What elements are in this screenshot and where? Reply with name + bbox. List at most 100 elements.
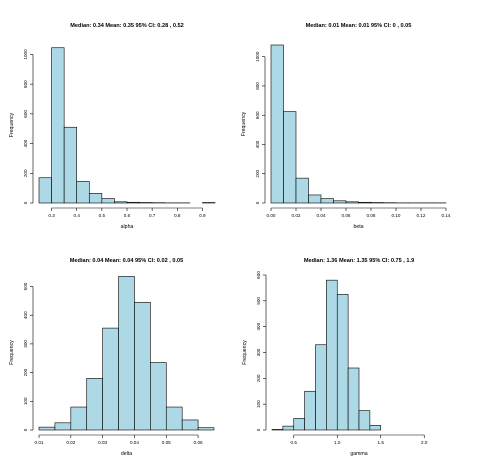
y-tick-label: 0 <box>256 428 261 431</box>
y-tick-label: 400 <box>255 140 260 148</box>
histogram-svg: Median: 0.04 Mean: 0.04 95% CI: 0.02 , 0… <box>0 235 240 470</box>
histogram-bar <box>103 328 119 430</box>
x-tick-label: 0.6 <box>124 213 131 218</box>
histogram-bar <box>296 178 309 203</box>
x-tick-label: 0.14 <box>442 213 451 218</box>
x-tick-label: 2.0 <box>421 440 428 445</box>
y-tick-label: 600 <box>255 111 260 119</box>
histogram-bar <box>71 407 87 430</box>
histogram-bar <box>114 202 127 203</box>
y-tick-label: 1000 <box>255 51 260 62</box>
y-axis-label: Frequency <box>9 340 15 365</box>
histogram-panel-beta: Median: 0.01 Mean: 0.01 95% CI: 0 , 0.05… <box>240 0 479 235</box>
histogram-bar <box>348 368 359 430</box>
y-tick-label: 400 <box>23 311 28 319</box>
histogram-bar <box>150 363 166 430</box>
x-tick-label: 0.5 <box>291 440 298 445</box>
x-tick-label: 0.3 <box>48 213 55 218</box>
y-tick-label: 500 <box>23 282 28 290</box>
chart-title: Median: 0.04 Mean: 0.04 95% CI: 0.02 , 0… <box>70 258 183 264</box>
x-tick-label: 0.10 <box>392 213 401 218</box>
histogram-bar <box>77 181 90 203</box>
x-axis-label: alpha <box>121 224 134 230</box>
histogram-svg: Median: 0.34 Mean: 0.35 95% CI: 0.28 , 0… <box>0 0 240 235</box>
histogram-bar <box>284 112 297 203</box>
histogram-bar <box>337 294 348 430</box>
histogram-bar <box>326 280 337 430</box>
histogram-bar <box>370 425 381 430</box>
y-tick-label: 800 <box>23 80 28 88</box>
x-tick-label: 0.8 <box>174 213 181 218</box>
y-axis-label: Frequency <box>242 340 248 365</box>
histogram-bar <box>272 429 283 430</box>
chart-title: Median: 1.36 Mean: 1.35 95% CI: 0.75 , 1… <box>304 258 414 264</box>
x-tick-label: 0.9 <box>199 213 206 218</box>
x-tick-label: 0.01 <box>35 440 44 445</box>
y-tick-label: 400 <box>256 322 261 330</box>
y-axis-label: Frequency <box>241 111 247 136</box>
x-tick-label: 0.05 <box>162 440 171 445</box>
y-tick-label: 200 <box>23 169 28 177</box>
x-tick-label: 0.04 <box>317 213 326 218</box>
histogram-bar <box>127 202 140 203</box>
y-tick-label: 200 <box>256 374 261 382</box>
x-tick-label: 0.06 <box>194 440 203 445</box>
y-tick-label: 200 <box>255 169 260 177</box>
histogram-bar <box>359 202 372 203</box>
histogram-bar <box>316 345 327 430</box>
histogram-bar <box>39 178 52 203</box>
histogram-bar <box>198 428 214 430</box>
x-tick-label: 0.02 <box>66 440 75 445</box>
x-tick-label: 0.03 <box>98 440 107 445</box>
histogram-bar <box>89 193 102 203</box>
x-tick-label: 0.04 <box>130 440 139 445</box>
histogram-bar <box>321 199 334 203</box>
x-tick-label: 0.00 <box>267 213 276 218</box>
y-tick-label: 800 <box>255 82 260 90</box>
x-tick-label: 0.7 <box>149 213 156 218</box>
y-tick-label: 300 <box>256 348 261 356</box>
histogram-panel-alpha: Median: 0.34 Mean: 0.35 95% CI: 0.28 , 0… <box>0 0 240 235</box>
histogram-bar <box>359 411 370 430</box>
histogram-svg: Median: 1.36 Mean: 1.35 95% CI: 0.75 , 1… <box>240 235 479 470</box>
histogram-bar <box>334 201 347 203</box>
x-axis-label: gamma <box>350 451 367 457</box>
histogram-bar <box>119 276 135 430</box>
histogram-bar <box>182 420 198 430</box>
histogram-panel-delta: Median: 0.04 Mean: 0.04 95% CI: 0.02 , 0… <box>0 235 240 470</box>
y-tick-label: 200 <box>23 368 28 376</box>
x-axis-label: delta <box>121 451 132 457</box>
histogram-svg: Median: 0.01 Mean: 0.01 95% CI: 0 , 0.05… <box>240 0 479 235</box>
histogram-bar <box>102 199 115 203</box>
histogram-bar <box>39 427 55 430</box>
x-tick-label: 0.12 <box>417 213 426 218</box>
histogram-bar <box>166 407 182 430</box>
histogram-bar <box>305 391 316 430</box>
x-tick-label: 0.02 <box>292 213 301 218</box>
x-tick-label: 0.4 <box>74 213 81 218</box>
histogram-panel-gamma: Median: 1.36 Mean: 1.35 95% CI: 0.75 , 1… <box>240 235 479 470</box>
histogram-bar <box>271 45 284 203</box>
x-axis-label: beta <box>353 224 363 230</box>
y-tick-label: 500 <box>256 297 261 305</box>
y-tick-label: 600 <box>23 110 28 118</box>
x-tick-label: 1.0 <box>334 440 341 445</box>
y-tick-label: 100 <box>23 397 28 405</box>
histogram-bar <box>55 423 71 430</box>
y-tick-label: 0 <box>23 201 28 204</box>
histogram-bar <box>64 127 77 203</box>
y-tick-label: 300 <box>23 340 28 348</box>
y-tick-label: 600 <box>256 271 261 279</box>
y-tick-label: 400 <box>23 139 28 147</box>
histogram-bar <box>52 48 65 203</box>
y-axis-label: Frequency <box>9 112 15 137</box>
chart-title: Median: 0.34 Mean: 0.35 95% CI: 0.28 , 0… <box>70 23 183 29</box>
x-tick-label: 0.06 <box>342 213 351 218</box>
y-tick-label: 0 <box>255 201 260 204</box>
histogram-bar <box>134 302 150 430</box>
x-tick-label: 0.08 <box>367 213 376 218</box>
y-tick-label: 100 <box>256 400 261 408</box>
x-tick-label: 1.5 <box>378 440 385 445</box>
histogram-bar <box>309 195 322 203</box>
